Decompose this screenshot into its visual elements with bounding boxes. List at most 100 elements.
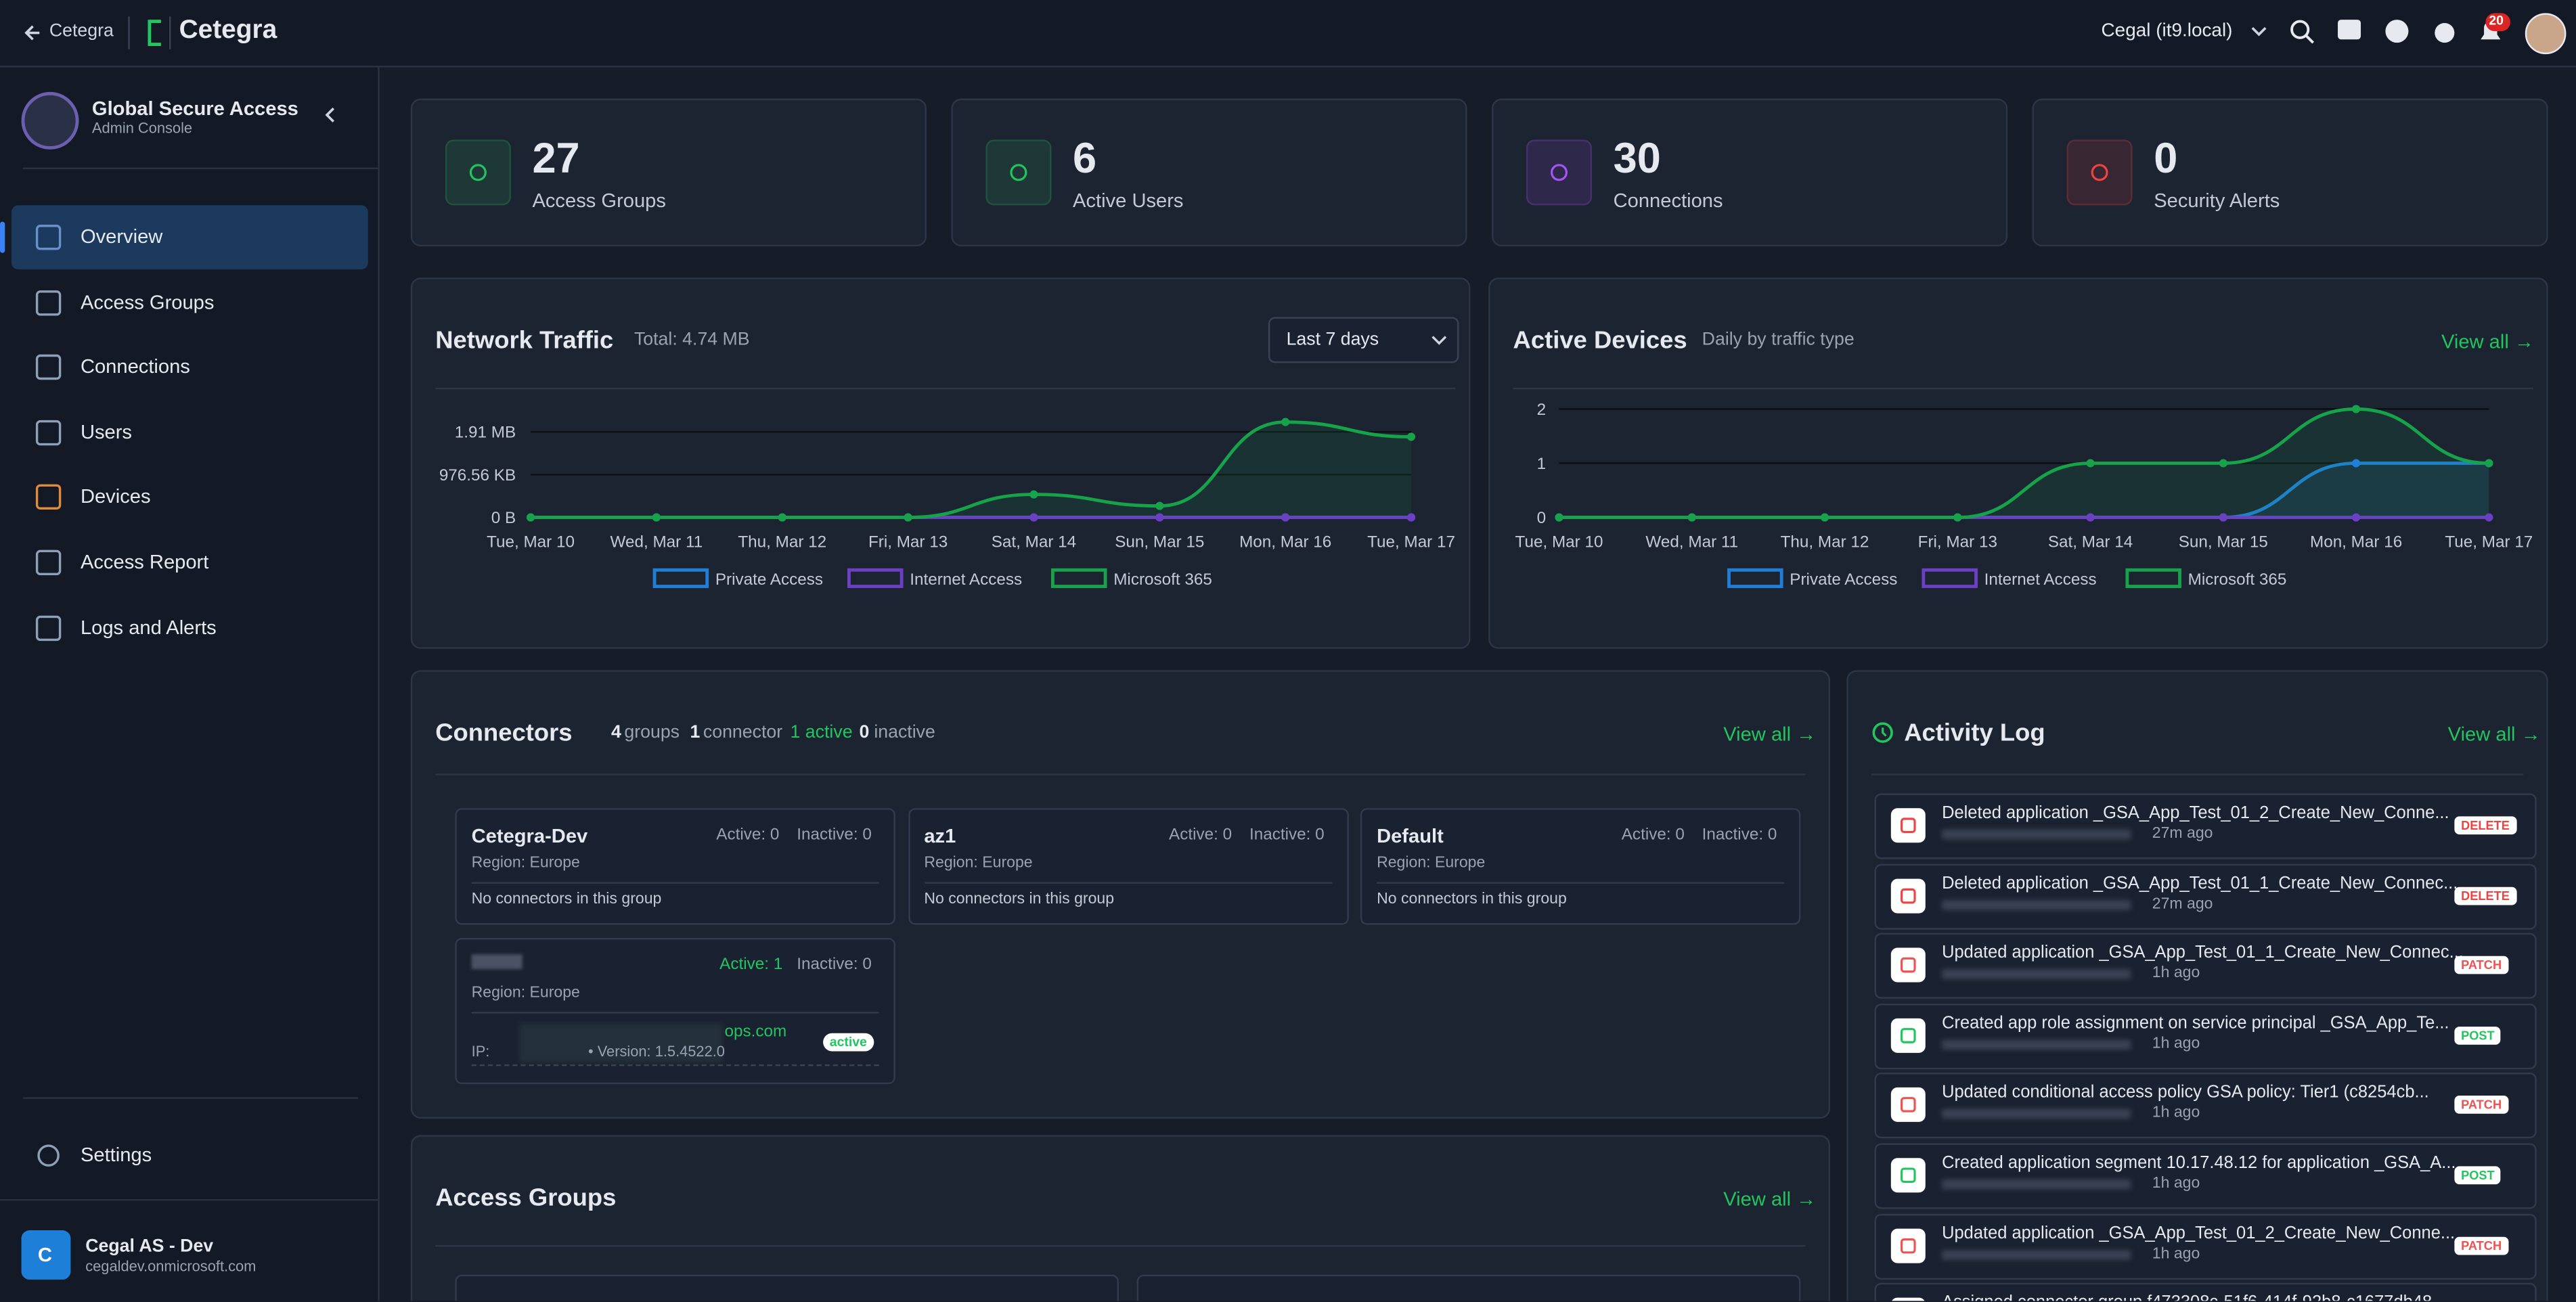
data-point — [1820, 513, 1829, 522]
redacted — [471, 954, 523, 970]
summary-count: 1 — [690, 723, 701, 743]
active-devices-card: Active Devices Daily by traffic type View … — [1488, 277, 2548, 649]
nav-icon — [35, 549, 62, 576]
stat-value: 30 — [1613, 133, 1661, 183]
data-point — [1281, 418, 1290, 426]
activity-text: Updated application _GSA_App_Test_01_1_C… — [1942, 943, 2464, 963]
group-inactive: Inactive: 0 — [797, 826, 872, 845]
connector-host: ops.com — [724, 1023, 787, 1041]
x-tick-label: Tue, Mar 10 — [1515, 533, 1603, 551]
divider — [435, 773, 1806, 776]
stat-icon — [2091, 164, 2108, 181]
group-inactive: Inactive: 0 — [1249, 826, 1325, 845]
sidebar: Global Secure Access Admin Console Overvie… — [0, 67, 380, 1301]
activity-time: 1h ago — [2152, 1104, 2200, 1123]
nav-icon — [35, 614, 62, 641]
legend-swatch — [652, 568, 709, 588]
activity-card: Activity Log View all → Deleted applicatio… — [1846, 670, 2548, 1301]
activity-icon — [1901, 1167, 1916, 1184]
activity-time: 27m ago — [2152, 824, 2213, 843]
stat-value: 6 — [1073, 133, 1097, 183]
sidebar-subtitle: Admin Console — [91, 120, 193, 137]
x-tick-label: Wed, Mar 11 — [1645, 533, 1738, 551]
data-point — [1555, 513, 1563, 522]
series-line — [1559, 407, 2489, 520]
activity-icon — [1890, 878, 1926, 913]
divider — [435, 1244, 1806, 1247]
activity-icon — [1890, 1158, 1926, 1193]
network-traffic-card: Network Traffic Total: 4.74 MB Last 7 days… — [410, 277, 1471, 649]
nav-item[interactable]: Access Report — [80, 550, 209, 574]
notification-count: 20 — [2489, 13, 2504, 28]
history-icon — [1882, 727, 1887, 737]
connectors-card: Connectors 4 groups 1 connector 1 active 0 inac… — [410, 670, 1831, 1119]
data-point — [778, 513, 786, 522]
group-region: Region: Europe — [471, 983, 580, 1002]
series-area — [531, 422, 1412, 518]
activity-item: Created application segment 10.17.48.12 … — [1874, 1143, 2537, 1209]
legend-swatch — [2125, 568, 2181, 588]
legend-swatch — [1727, 568, 1783, 588]
avatar — [2525, 13, 2567, 55]
brand-logo — [148, 20, 161, 46]
section-title: Connectors — [435, 719, 573, 748]
stat-card: 6 Active Users — [951, 98, 1467, 247]
group-region: Region: Europe — [471, 854, 580, 872]
data-point — [2485, 459, 2493, 468]
group-inactive: Inactive: 0 — [797, 956, 872, 974]
activity-text: Updated conditional access policy GSA po… — [1942, 1083, 2429, 1103]
redacted — [519, 1023, 724, 1063]
nav-item[interactable]: Access Groups — [80, 290, 215, 313]
settings[interactable]: Settings — [80, 1143, 152, 1167]
nav-icon — [35, 420, 62, 445]
activity-item: Updated application _GSA_App_Test_01_2_C… — [1874, 1213, 2537, 1279]
summary-count: 0 — [859, 723, 870, 743]
activity-icon — [1901, 817, 1916, 834]
nav-item[interactable]: Devices — [80, 485, 151, 508]
view-all[interactable]: View all → — [1723, 723, 1817, 746]
view-all[interactable]: View all → — [2447, 723, 2541, 746]
redacted — [1942, 1109, 2131, 1119]
group-active: Active: 1 — [719, 956, 783, 974]
stat-icon — [1551, 164, 1568, 181]
redacted — [1942, 969, 2131, 980]
section-title: Activity Log — [1904, 719, 2045, 748]
view-all[interactable]: View all → — [2441, 330, 2535, 353]
legend-label: Microsoft 365 — [1113, 570, 1212, 589]
nav-icon — [35, 225, 62, 250]
notification-badge: 20 — [2485, 13, 2510, 32]
back-link[interactable]: Cetegra — [49, 21, 114, 41]
activity-icon — [1890, 1087, 1926, 1123]
divider — [128, 16, 130, 49]
activity-icon — [1890, 1228, 1926, 1263]
stat-card: 27 Access Groups — [410, 98, 927, 247]
y-tick-label: 0 B — [491, 509, 516, 527]
legend-swatch — [1922, 568, 1978, 588]
bug-icon — [2435, 22, 2455, 43]
nav-item[interactable]: Connections — [80, 355, 190, 378]
nav-item[interactable]: Overview — [80, 225, 163, 248]
range-label[interactable]: Last 7 days — [1286, 330, 1379, 351]
nav-item[interactable]: Logs and Alerts — [80, 615, 217, 639]
x-tick-label: Wed, Mar 11 — [610, 533, 703, 551]
view-all[interactable]: View all → — [1723, 1187, 1817, 1211]
divider — [169, 16, 171, 49]
nav-icon — [35, 420, 62, 445]
section-title: Access Groups — [435, 1184, 617, 1213]
nav-icon — [35, 355, 62, 380]
org-name: Cegal AS - Dev — [85, 1236, 214, 1257]
activity-icon — [1901, 1237, 1916, 1253]
stat-icon — [985, 139, 1052, 206]
redacted — [1942, 1249, 2131, 1259]
org-initial: C — [37, 1243, 52, 1267]
divider — [924, 882, 1332, 884]
x-tick-label: Sun, Mar 15 — [2179, 533, 2268, 551]
activity-icon — [1890, 948, 1926, 983]
tenant-selector[interactable]: Cegal (it9.local) — [2101, 21, 2233, 41]
group-region: Region: Europe — [924, 854, 1033, 872]
toolbar-icons — [2290, 20, 2455, 44]
group-active: Active: 0 — [1621, 826, 1685, 845]
header: Cetegra Cetegra Cegal (it9.local) 20 — [0, 0, 2576, 68]
x-tick-label: Tue, Mar 10 — [487, 533, 575, 551]
nav-item[interactable]: Users — [80, 420, 133, 443]
